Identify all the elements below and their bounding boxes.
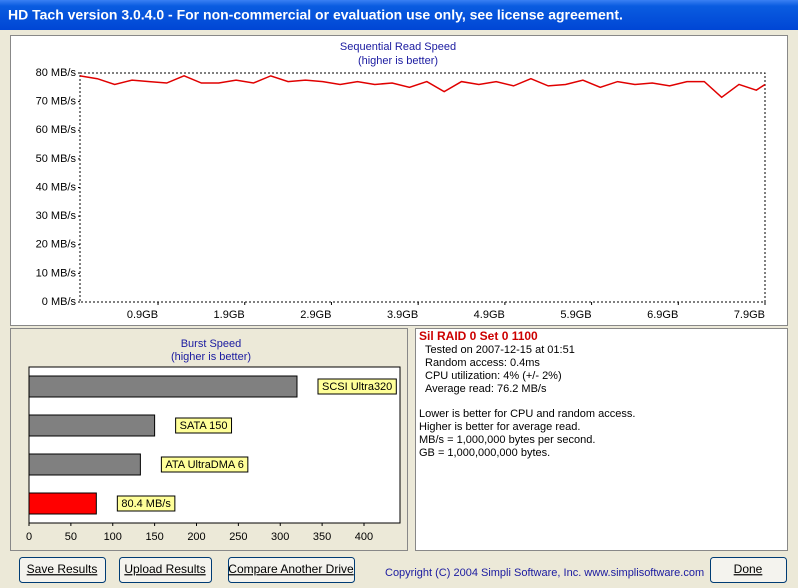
x-tick-label: 400 [355,531,373,543]
button[interactable] [19,557,106,583]
button[interactable] [119,557,212,583]
result-line: Random access: 0.4ms [425,357,540,369]
button[interactable] [228,557,355,583]
result-line: Tested on 2007-12-15 at 01:51 [425,344,575,356]
y-tick-label: 80 MB/s [36,67,77,79]
result-line: CPU utilization: 4% (+/- 2%) [425,370,562,382]
x-tick-label: 5.9GB [560,309,591,321]
y-tick-label: 60 MB/s [36,124,77,136]
y-tick-label: 70 MB/s [36,96,77,108]
copyright: Copyright (C) 2004 Simpli Software, Inc.… [385,567,704,579]
note-line: GB = 1,000,000,000 bytes. [419,447,550,459]
bar [28,375,298,398]
result-line: Average read: 76.2 MB/s [425,383,547,395]
y-tick-label: 40 MB/s [36,181,77,193]
x-tick-label: 2.9GB [300,309,331,321]
button-label[interactable]: Upload Results [124,562,205,576]
note-line: Lower is better for CPU and random acces… [419,408,635,420]
done-button[interactable] [710,557,787,583]
chart-subtitle: (higher is better) [358,55,438,67]
button-label[interactable]: Save Results [27,562,98,576]
chart-title: Burst Speed [181,338,242,350]
x-tick-label: 4.9GB [474,309,505,321]
y-tick-label: 50 MB/s [36,153,77,165]
note-line: MB/s = 1,000,000 bytes per second. [419,434,595,446]
callout-box [116,495,176,512]
x-tick-label: 200 [187,531,205,543]
callout-box [317,378,397,395]
button-label[interactable]: Compare Another Drive [228,562,354,576]
x-tick-label: 50 [65,531,77,543]
x-tick-label: 0 [26,531,32,543]
bar [28,453,141,476]
x-tick-label: 150 [145,531,163,543]
callout-label: SATA 150 [180,420,228,432]
info-panel [415,328,788,551]
burst-chart: Burst Speed(higher is better) 0 50 100 150 20… [26,338,401,543]
x-tick-label: 6.9GB [647,309,678,321]
callout-label: 80.4 MB/s [121,498,171,510]
x-tick-label: 0.9GB [127,309,158,321]
x-tick-label: 3.9GB [387,309,418,321]
read-chart: Sequential Read Speed (higher is better) 0… [36,41,766,321]
bar [28,414,156,437]
done-button-label[interactable]: Done [734,562,763,576]
drive-name: Sil RAID 0 Set 0 1100 [419,329,538,343]
plot-area [79,72,766,303]
y-tick-label: 0 MB/s [42,296,77,308]
callout-label: SCSI Ultra320 [322,381,392,393]
x-tick-label: 350 [313,531,331,543]
y-tick-label: 30 MB/s [36,210,77,222]
chart-title: Sequential Read Speed [340,41,456,53]
bar [28,492,97,515]
callout-label: ATA UltraDMA 6 [165,459,243,471]
x-tick-label: 250 [229,531,247,543]
x-tick-label: 7.9GB [734,309,765,321]
title-bar [0,0,798,30]
buttons: Save Results Upload Results Compare Anothe… [19,557,787,583]
x-tick-label: 100 [104,531,122,543]
y-tick-label: 10 MB/s [36,267,77,279]
chart-subtitle: (higher is better) [171,351,251,363]
callout-box [160,456,249,473]
read-line [79,75,766,99]
x-tick-label: 300 [271,531,289,543]
callout-box [175,417,233,434]
window-title: HD Tach version 3.0.4.0 - For non-commer… [8,7,623,23]
note-line: Higher is better for average read. [419,421,580,433]
x-tick-label: 1.9GB [214,309,245,321]
y-tick-label: 20 MB/s [36,239,77,251]
